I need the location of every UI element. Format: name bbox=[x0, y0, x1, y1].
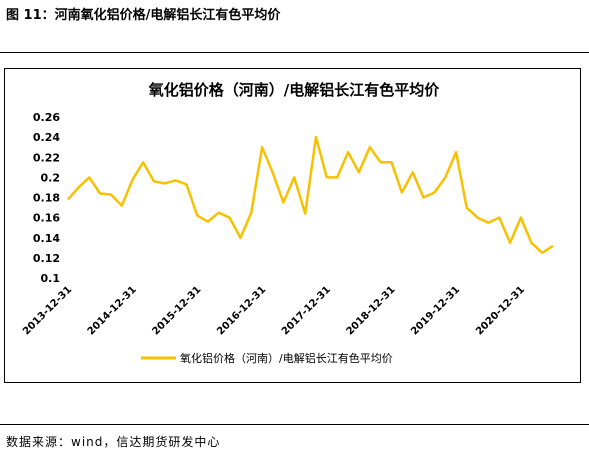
chart-frame bbox=[4, 68, 581, 383]
plot-area bbox=[67, 135, 554, 255]
x-tick-label: 2018-12-31 bbox=[345, 284, 398, 337]
bottom-rule bbox=[0, 424, 589, 425]
x-tick-label: 2016-12-31 bbox=[215, 284, 268, 337]
y-tick-label: 0.18 bbox=[33, 192, 60, 205]
y-tick-label: 0.1 bbox=[41, 272, 61, 285]
y-tick-label: 0.12 bbox=[33, 252, 60, 265]
x-tick-label: 2015-12-31 bbox=[150, 284, 203, 337]
chart-title: 氧化铝价格（河南）/电解铝长江有色平均价 bbox=[148, 81, 440, 99]
legend-label: 氧化铝价格（河南）/电解铝长江有色平均价 bbox=[180, 351, 393, 365]
x-tick-label: 2019-12-31 bbox=[409, 284, 462, 337]
top-rule bbox=[0, 52, 589, 53]
source-note: 数据来源：wind，信达期货研发中心 bbox=[6, 435, 221, 449]
x-tick-label: 2013-12-31 bbox=[21, 284, 74, 337]
y-tick-label: 0.24 bbox=[33, 131, 60, 144]
y-tick-label: 0.22 bbox=[33, 151, 60, 164]
x-tick-label: 2020-12-31 bbox=[474, 284, 527, 337]
x-axis: 2013-12-31 2014-12-31 2015-12-31 2016-12-31… bbox=[21, 284, 527, 337]
x-tick-label: 2014-12-31 bbox=[86, 284, 139, 337]
x-tick-label: 2017-12-31 bbox=[280, 284, 333, 337]
y-tick-label: 0.16 bbox=[33, 212, 60, 225]
y-tick-label: 0.26 bbox=[33, 111, 60, 124]
legend: 氧化铝价格（河南）/电解铝长江有色平均价 bbox=[141, 351, 393, 365]
y-tick-label: 0.14 bbox=[33, 232, 60, 245]
series-line bbox=[67, 135, 554, 255]
figure-title: 图 11：河南氧化铝价格/电解铝长江有色平均价 bbox=[6, 8, 281, 23]
y-tick-label: 0.2 bbox=[41, 171, 61, 184]
y-axis: 0.26 0.24 0.22 0.2 0.18 0.16 0.14 0.12 0.1 bbox=[33, 111, 60, 285]
